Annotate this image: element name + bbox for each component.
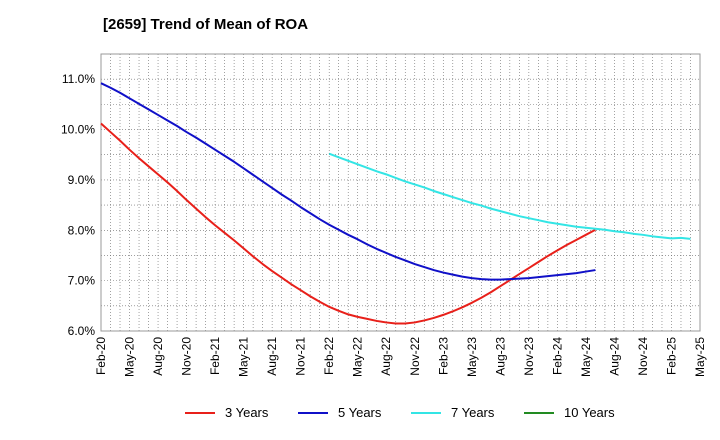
x-tick-label: Aug-20 <box>151 337 165 376</box>
x-tick-label: Feb-24 <box>550 337 564 375</box>
x-tick-label: Feb-20 <box>94 337 108 375</box>
x-tick-label: May-24 <box>579 337 593 377</box>
x-tick-label: Feb-22 <box>322 337 336 375</box>
legend-item: 3 Years <box>185 405 268 420</box>
x-tick-label: Nov-23 <box>522 337 536 376</box>
chart-legend: 3 Years 5 Years 7 Years 10 Years <box>0 405 720 425</box>
y-tick-label: 7.0% <box>68 274 96 288</box>
x-tick-label: Feb-21 <box>208 337 222 375</box>
legend-item: 10 Years <box>524 405 615 420</box>
x-tick-label: Aug-24 <box>607 337 621 376</box>
legend-swatch <box>411 411 441 414</box>
legend-label: 3 Years <box>225 405 269 420</box>
y-tick-label: 11.0% <box>62 72 95 86</box>
x-tick-label: Aug-23 <box>493 337 507 376</box>
legend-label: 5 Years <box>338 405 382 420</box>
legend-item: 5 Years <box>298 405 381 420</box>
y-tick-label: 8.0% <box>68 223 96 237</box>
x-tick-label: Nov-20 <box>180 337 194 376</box>
chart-title: [2659] Trend of Mean of ROA <box>103 16 309 33</box>
x-tick-label: May-25 <box>693 337 707 377</box>
x-tick-label: Feb-23 <box>436 337 450 375</box>
x-tick-label: Nov-22 <box>408 337 422 376</box>
plot-frame <box>100 53 701 332</box>
x-tick-label: Aug-21 <box>265 337 279 376</box>
legend-swatch <box>185 411 215 414</box>
y-tick-label: 9.0% <box>68 173 96 187</box>
y-tick-label: 6.0% <box>68 324 96 338</box>
x-tick-label: Nov-21 <box>294 337 308 376</box>
x-tick-label: May-22 <box>351 337 365 377</box>
series-line-7-years <box>328 152 691 240</box>
legend-label: 7 Years <box>451 405 495 420</box>
legend-swatch <box>298 411 328 414</box>
legend-label: 10 Years <box>564 405 615 420</box>
x-tick-label: May-23 <box>465 337 479 377</box>
legend-swatch <box>524 411 554 414</box>
x-tick-label: May-20 <box>123 337 137 377</box>
x-tick-label: Aug-22 <box>379 337 393 376</box>
x-tick-label: May-21 <box>237 337 251 377</box>
legend-item: 7 Years <box>411 405 494 420</box>
y-tick-label: 10.0% <box>61 123 95 137</box>
series-line-5-years <box>100 82 596 281</box>
x-tick-label: Feb-25 <box>664 337 678 375</box>
x-tick-label: Nov-24 <box>636 337 650 376</box>
